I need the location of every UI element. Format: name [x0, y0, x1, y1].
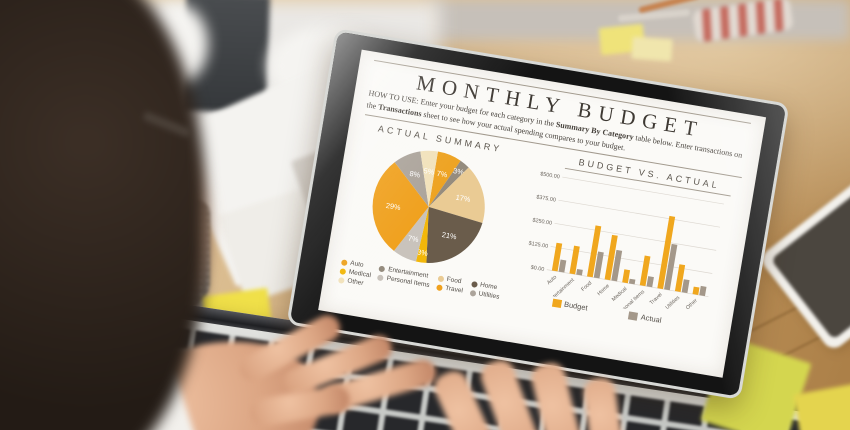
y-axis-tick: $500.00: [540, 171, 560, 180]
bar-actual-utilities: [681, 279, 690, 294]
legend-label: Other: [346, 277, 364, 288]
pie-legend-column: Auto Medical Other: [337, 258, 373, 288]
budget-swatch: [551, 298, 562, 308]
pie-legend-column: Food Travel: [434, 274, 465, 303]
y-axis-tick: $250.00: [532, 218, 552, 227]
legend-dot-auto: [340, 258, 348, 266]
laptop-screen: MONTHLY BUDGET HOW TO USE: Enter your bu…: [286, 28, 790, 400]
person-head: [0, 0, 205, 430]
y-axis-tick: $0.00: [530, 265, 544, 273]
bar-actual-entertainment: [576, 269, 583, 276]
legend-label: Home: [479, 281, 498, 292]
pie-label-utilities: 8%: [409, 169, 421, 180]
legend-dot-travel: [435, 283, 443, 291]
legend-label: Auto: [349, 259, 365, 269]
pie-label-personal-items: 7%: [407, 234, 419, 245]
gridline: [558, 199, 721, 228]
pie-label-other: 5%: [423, 166, 435, 177]
actual-swatch: [628, 311, 639, 321]
pie-chart: 7% 3%17%21%3%7%29%8% 5%: [372, 150, 485, 264]
gridline: [554, 223, 717, 251]
legend-dot-personal-items: [377, 274, 385, 281]
bar-actual-other: [699, 285, 707, 297]
bar-budget-other: [692, 286, 700, 296]
bar-budget-medical: [622, 269, 631, 284]
legend-dot-food: [437, 274, 445, 282]
budget-document: MONTHLY BUDGET HOW TO USE: Enter your bu…: [318, 49, 767, 378]
bar-actual-personal-items: [646, 276, 654, 288]
x-axis-label-home: Home: [596, 283, 610, 297]
budget-vs-actual-section: BUDGET VS. ACTUAL $500.00 $375.00 $250.00 $…: [495, 147, 741, 346]
sticky-note: [631, 36, 673, 62]
legend-dot-entertainment: [378, 265, 386, 273]
actual-summary-section: ACTUAL SUMMARY 7% 3% 17% 21% 3% 7% 29% 8% 5% Aut…: [337, 120, 518, 308]
legend-dot-medical: [339, 267, 347, 275]
y-axis-tick: $125.00: [528, 241, 548, 250]
legend-dot-other: [337, 276, 345, 284]
x-axis-label-medical: Medical: [611, 286, 628, 303]
legend-dot-home: [470, 280, 478, 288]
x-axis-label-travel: Travel: [649, 292, 664, 306]
bar-actual-medical: [628, 278, 636, 285]
x-axis-label-food: Food: [580, 280, 593, 293]
x-axis-label-utilities: Utilities: [665, 295, 682, 311]
pie-label-auto: 7%: [436, 169, 448, 180]
legend-label: Travel: [444, 284, 464, 295]
pie-legend-column: Entertainment Personal Items: [376, 265, 432, 298]
legend-label: Food: [446, 275, 462, 286]
legend-dot-utilities: [469, 289, 477, 297]
y-axis-tick: $375.00: [536, 195, 556, 204]
x-axis-label-auto: Auto: [546, 274, 558, 286]
x-axis-label-other: Other: [685, 298, 699, 312]
bar-actual-auto: [558, 259, 567, 273]
